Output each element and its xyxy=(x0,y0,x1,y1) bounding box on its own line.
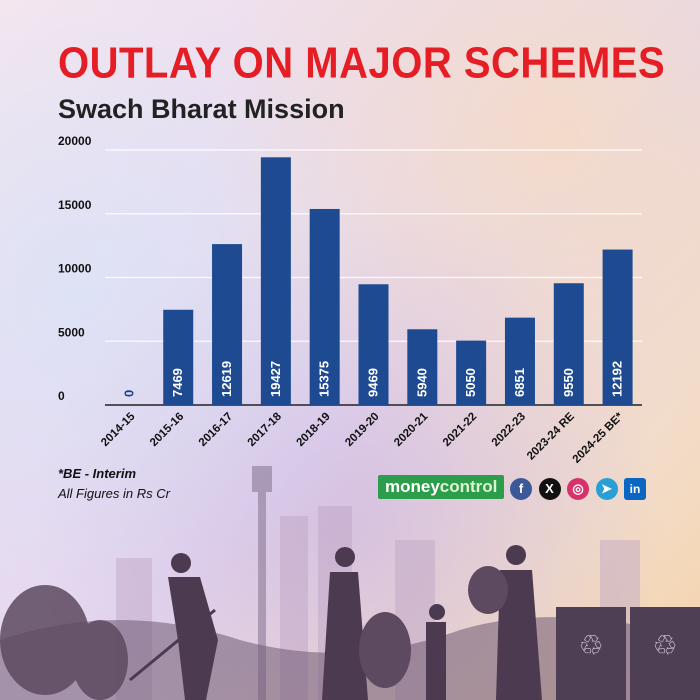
x-tick-label: 2018-19 xyxy=(294,411,332,449)
y-tick-label: 10000 xyxy=(58,262,92,276)
x-tick-label: 2024-25 BE* xyxy=(571,410,626,465)
x-tick-label: 2021-22 xyxy=(441,411,479,449)
brand-logo-part2: control xyxy=(439,477,498,496)
interim-note: *BE - Interim xyxy=(58,466,137,481)
bar xyxy=(456,340,487,405)
trash-bags xyxy=(0,585,128,700)
street-lamp xyxy=(252,466,272,700)
instagram-icon[interactable]: ◎ xyxy=(567,478,589,500)
x-tick-label: 2023-24 RE xyxy=(525,410,577,462)
x-tick-label: 2022-23 xyxy=(490,411,528,449)
bar xyxy=(553,283,584,405)
bar xyxy=(602,249,633,405)
bar xyxy=(358,284,389,405)
bar-value-label: 9469 xyxy=(366,368,381,397)
bar xyxy=(260,157,291,405)
bar-value-label: 7469 xyxy=(170,368,185,397)
bar-value-label: 19427 xyxy=(268,361,283,397)
y-tick-label: 0 xyxy=(58,389,65,403)
y-tick-label: 15000 xyxy=(58,198,92,212)
linkedin-icon[interactable]: in xyxy=(624,478,646,500)
units-note: All Figures in Rs Cr xyxy=(58,486,170,501)
x-tick-label: 2015-16 xyxy=(148,411,186,449)
person-collecting xyxy=(322,547,411,700)
brand-logo[interactable]: moneycontrol xyxy=(378,475,505,499)
bar xyxy=(163,309,194,405)
bar xyxy=(407,329,438,405)
x-tick-label: 2014-15 xyxy=(99,410,138,449)
page-title: OUTLAY ON MAJOR SCHEMES xyxy=(58,39,666,88)
y-tick-label: 20000 xyxy=(58,134,92,148)
x-tick-label: 2019-20 xyxy=(343,411,381,449)
bar-chart: 0 5000 10000 15000 20000 0 2014-15 7469 2015-16 1… xyxy=(58,134,642,466)
recycle-icon: ♲ xyxy=(578,629,603,662)
bar-value-label: 6851 xyxy=(512,368,527,397)
bar-value-label: 12192 xyxy=(610,361,625,397)
bar-value-label: 0 xyxy=(121,390,136,397)
bar-value-label: 12619 xyxy=(219,361,234,397)
bar xyxy=(504,317,535,405)
x-tick-label: 2020-21 xyxy=(392,410,431,449)
bar-value-label: 9550 xyxy=(561,368,576,397)
bar-value-label: 15375 xyxy=(317,361,332,397)
x-tick-label: 2017-18 xyxy=(246,410,285,449)
person-sweeping xyxy=(129,553,218,700)
brand-logo-part1: money xyxy=(385,477,440,496)
person-carrying-bag xyxy=(468,545,542,700)
bar xyxy=(309,208,340,405)
y-tick-label: 5000 xyxy=(58,325,85,339)
facebook-icon[interactable]: f xyxy=(510,478,532,500)
bar-value-label: 5940 xyxy=(414,368,429,397)
recycle-icon: ♲ xyxy=(652,629,677,662)
bar xyxy=(212,244,243,405)
page-subtitle: Swach Bharat Mission xyxy=(58,94,345,124)
telegram-icon[interactable]: ➤ xyxy=(595,478,618,500)
bar-value-label: 5050 xyxy=(463,368,478,397)
x-tick-label: 2016-17 xyxy=(197,411,235,449)
child-figure xyxy=(426,604,446,700)
x-icon[interactable]: X xyxy=(538,478,561,500)
recycle-bins: ♲ ♲ xyxy=(556,607,700,700)
